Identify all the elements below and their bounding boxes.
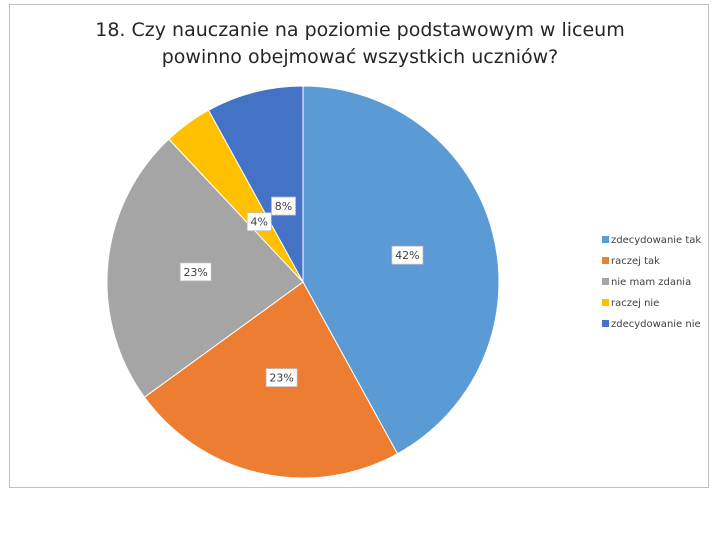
legend-swatch <box>602 278 609 285</box>
svg-text:8%: 8% <box>275 200 292 213</box>
legend-swatch <box>602 236 609 243</box>
svg-text:23%: 23% <box>269 372 293 385</box>
legend-item-raczej-tak: raczej tak <box>602 256 660 267</box>
pie-chart: 42% 23% 23% 4% 8% zdecydowanie tak raczej tak n… <box>106 85 701 479</box>
chart-title-line-1: 18. Czy nauczanie na poziomie podstawowy… <box>95 19 625 41</box>
data-label-raczej-nie: 4% <box>246 212 272 232</box>
chart-frame: 18. Czy nauczanie na poziomie podstawowy… <box>9 4 709 488</box>
legend-label: nie mam zdania <box>611 277 691 288</box>
chart-title: 18. Czy nauczanie na poziomie podstawowy… <box>10 17 710 71</box>
svg-text:23%: 23% <box>183 266 207 279</box>
legend-swatch <box>602 299 609 306</box>
legend-label: raczej tak <box>611 256 660 267</box>
data-label-raczej-tak: 23% <box>265 368 298 388</box>
data-label-nie-mam-zdania: 23% <box>179 262 212 282</box>
legend-item-nie-mam-zdania: nie mam zdania <box>602 277 691 288</box>
pie-slice-zdecydowanie-nie <box>207 85 304 283</box>
data-label-zdecydowanie-nie: 8% <box>271 196 296 216</box>
svg-text:42%: 42% <box>395 249 419 262</box>
legend-label: raczej nie <box>611 298 659 309</box>
legend: zdecydowanie tak raczej tak nie mam zdania… <box>602 235 701 330</box>
legend-swatch <box>602 257 609 264</box>
legend-item-raczej-nie: raczej nie <box>602 298 659 309</box>
legend-swatch <box>602 320 609 327</box>
legend-label: zdecydowanie tak <box>611 235 701 246</box>
legend-item-zdecydowanie-tak: zdecydowanie tak <box>602 235 701 246</box>
svg-text:4%: 4% <box>250 216 267 229</box>
pie-slice-zdecydowanie-tak <box>302 85 500 455</box>
data-label-zdecydowanie-tak: 42% <box>391 245 424 265</box>
chart-title-line-2: powinno obejmować wszystkich uczniów? <box>161 46 559 68</box>
legend-item-zdecydowanie-nie: zdecydowanie nie <box>602 319 701 330</box>
legend-label: zdecydowanie nie <box>611 319 701 330</box>
